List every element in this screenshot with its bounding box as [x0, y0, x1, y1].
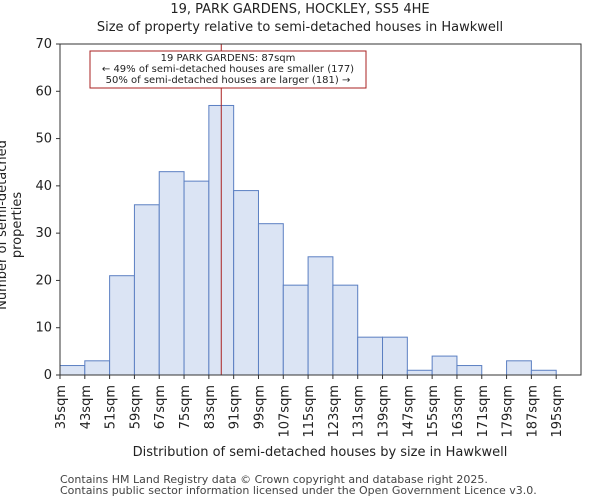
- x-tick-label: 43sqm: [79, 385, 94, 429]
- plot-frame: [59, 43, 582, 376]
- y-ticks-group: 0 10 20 30 40 50 60 70: [35, 37, 60, 383]
- chart-title: 19, PARK GARDENS, HOCKLEY, SS5 4HE: [170, 2, 430, 17]
- bar: [357, 336, 384, 376]
- bar: [158, 171, 185, 376]
- x-tick-label: 115sqm: [302, 385, 317, 438]
- x-tick-label: 67sqm: [153, 385, 168, 429]
- x-tick-label: 107sqm: [277, 385, 292, 438]
- y-tick-label: 10: [35, 321, 52, 336]
- x-tick-label: 131sqm: [352, 385, 367, 438]
- annotation-group: 19 PARK GARDENS: 87sqm← 49% of semi-deta…: [89, 50, 367, 89]
- annotation-line: ← 49% of semi-detached houses are smalle…: [102, 64, 354, 75]
- x-tick-label: 35sqm: [54, 385, 69, 429]
- footer-line-2: Contains public sector information licen…: [60, 484, 537, 497]
- x-tick-label: 123sqm: [327, 385, 342, 438]
- annotation-line: 50% of semi-detached houses are larger (…: [106, 75, 351, 86]
- bar: [282, 284, 309, 376]
- footer-line-1: Contains HM Land Registry data © Crown c…: [60, 473, 488, 486]
- y-tick-label: 20: [35, 273, 52, 288]
- x-tick-label: 139sqm: [377, 385, 392, 438]
- bar: [59, 365, 86, 376]
- bar: [233, 190, 259, 376]
- y-tick-label: 70: [35, 37, 52, 52]
- bar: [382, 336, 408, 376]
- x-tick-label: 83sqm: [203, 385, 218, 429]
- bar: [109, 275, 135, 376]
- chart-subtitle: Size of property relative to semi-detach…: [96, 20, 504, 35]
- y-tick-label: 60: [35, 84, 52, 99]
- x-tick-label: 179sqm: [501, 385, 516, 438]
- x-tick-label: 99sqm: [252, 385, 267, 429]
- bar: [332, 284, 359, 376]
- x-ticks-group: 35sqm 43sqm 51sqm 59sqm 67sqm 75sqm 83sqm 91sqm…: [54, 375, 565, 438]
- y-axis-label: Number of semi-detached properties: [0, 140, 25, 310]
- x-tick-label: 187sqm: [525, 385, 540, 438]
- annotation-box: [89, 50, 367, 89]
- x-tick-label: 51sqm: [104, 385, 119, 429]
- bar: [530, 369, 557, 376]
- axes-group: [59, 43, 582, 376]
- bar: [183, 180, 210, 376]
- x-tick-label: 163sqm: [451, 385, 466, 438]
- bar: [456, 365, 483, 376]
- bar: [257, 223, 284, 376]
- x-axis-label: Distribution of semi-detached houses by …: [132, 445, 508, 460]
- bar: [307, 256, 334, 376]
- bar: [84, 360, 111, 376]
- bar: [406, 369, 433, 376]
- y-tick-label: 40: [35, 179, 52, 194]
- x-tick-label: 75sqm: [178, 385, 193, 429]
- x-tick-label: 147sqm: [401, 385, 416, 438]
- y-tick-label: 30: [35, 226, 52, 241]
- bar: [506, 360, 532, 376]
- x-tick-label: 155sqm: [426, 385, 441, 438]
- annotation-line: 19 PARK GARDENS: 87sqm: [161, 53, 296, 64]
- bars-group: [59, 104, 557, 376]
- bar: [431, 355, 458, 376]
- x-tick-label: 59sqm: [128, 385, 143, 429]
- x-tick-label: 195sqm: [550, 385, 565, 438]
- x-tick-label: 91sqm: [228, 385, 243, 429]
- x-tick-label: 171sqm: [476, 385, 491, 438]
- y-tick-label: 50: [35, 132, 52, 147]
- y-tick-label: 0: [44, 368, 52, 383]
- bar: [133, 204, 160, 376]
